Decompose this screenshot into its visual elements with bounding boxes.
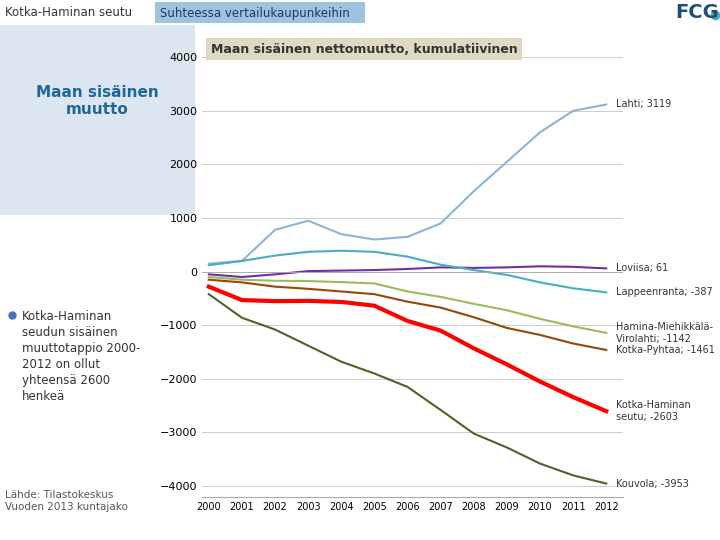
Text: muuttotappio 2000-: muuttotappio 2000- [22,342,140,355]
Text: seudun sisäinen: seudun sisäinen [22,326,117,339]
Text: henkeä: henkeä [22,390,66,403]
Text: Suhteessa vertailukaupunkeihin: Suhteessa vertailukaupunkeihin [160,6,350,19]
Text: Maan sisäinen
muutto: Maan sisäinen muutto [35,85,158,117]
Text: Kotka-Haminan seutu: Kotka-Haminan seutu [5,6,132,19]
Text: Kotka-Haminan: Kotka-Haminan [22,310,112,323]
Text: Loviisa; 61: Loviisa; 61 [616,264,668,273]
Text: Hamina-Miehikkälä-
Virolahti; -1142: Hamina-Miehikkälä- Virolahti; -1142 [616,322,714,343]
Text: Lähde: Tilastokeskus
Vuoden 2013 kuntajako: Lähde: Tilastokeskus Vuoden 2013 kuntaja… [5,490,128,511]
Text: Maan sisäinen nettomuutto, kumulatiivinen: Maan sisäinen nettomuutto, kumulatiivine… [211,43,518,56]
Bar [155,2,365,23]
Text: Kotka-Pyhtaa; -1461: Kotka-Pyhtaa; -1461 [616,345,715,355]
Text: yhteensä 2600: yhteensä 2600 [22,374,110,387]
Text: Kouvola; -3953: Kouvola; -3953 [616,478,689,489]
Bar [0,25,195,215]
Text: Lahti; 3119: Lahti; 3119 [616,99,672,110]
Text: Lappeenranta; -387: Lappeenranta; -387 [616,287,713,298]
Text: Kotka-Haminan
seutu; -2603: Kotka-Haminan seutu; -2603 [616,400,691,422]
Text: 2012 on ollut: 2012 on ollut [22,358,100,371]
Text: FCG: FCG [675,3,719,22]
